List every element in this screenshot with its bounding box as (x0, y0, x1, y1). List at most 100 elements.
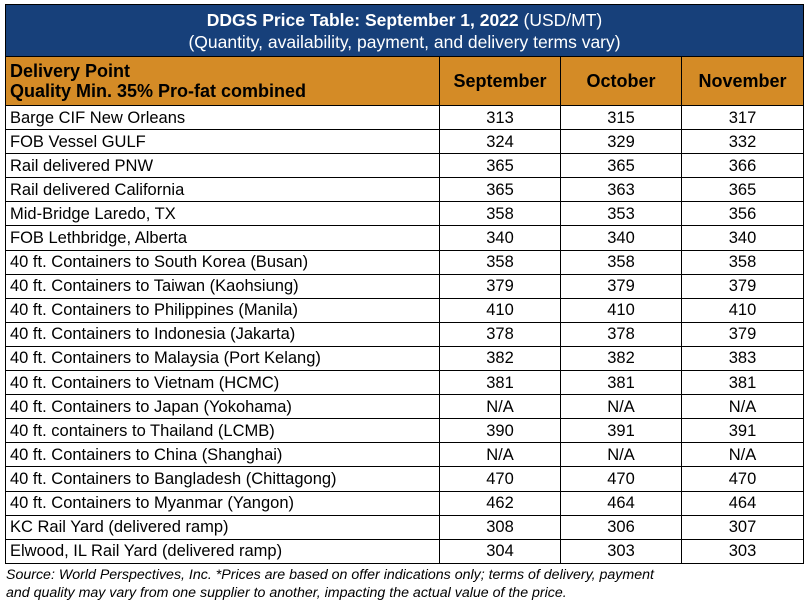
price-cell: 329 (560, 129, 682, 155)
price-cell: 381 (560, 370, 682, 396)
price-cell: 356 (680, 201, 805, 227)
price-cell: 365 (680, 177, 805, 203)
footnote-line: Source: World Perspectives, Inc. *Prices… (6, 567, 654, 583)
table-row: 40 ft. containers to Thailand (LCMB) 390 3… (5, 418, 805, 444)
delivery-location-cell: 40 ft. Containers to Japan (Yokohama) (5, 394, 440, 420)
price-cell: 303 (560, 538, 682, 564)
price-cell: 340 (680, 225, 805, 251)
footnote-line: and quality may vary from one supplier t… (6, 585, 567, 601)
delivery-location-cell: 40 ft. Containers to Philippines (Manila… (5, 297, 440, 323)
delivery-location-cell: 40 ft. Containers to China (Shanghai) (5, 442, 440, 468)
table-row: 40 ft. Containers to South Korea (Busan)… (5, 249, 805, 275)
price-cell: 307 (680, 514, 805, 540)
table-row: Mid-Bridge Laredo, TX 358 353 356 (5, 201, 805, 227)
price-cell: 470 (439, 466, 561, 492)
delivery-location-cell: 40 ft. Containers to Taiwan (Kaohsiung) (5, 273, 440, 299)
price-cell: 470 (560, 466, 682, 492)
table-row: Elwood, IL Rail Yard (delivered ramp) 304… (5, 538, 805, 564)
delivery-point-header: Delivery Point Quality Min. 35% Pro-fat … (5, 56, 440, 106)
price-cell: 353 (560, 201, 682, 227)
price-cell: 462 (439, 490, 561, 516)
delivery-location-cell: Rail delivered California (5, 177, 440, 203)
price-cell: 365 (439, 177, 561, 203)
table-row: 40 ft. Containers to Myanmar (Yangon) 462… (5, 490, 805, 516)
price-cell: 308 (439, 514, 561, 540)
delivery-location-cell: Elwood, IL Rail Yard (delivered ramp) (5, 538, 440, 564)
table-row: 40 ft. Containers to China (Shanghai) N/A… (5, 442, 805, 468)
price-cell: 358 (560, 249, 682, 275)
price-cell: 363 (560, 177, 682, 203)
month-header-september: September (439, 56, 561, 106)
price-cell: N/A (439, 442, 561, 468)
price-cell: N/A (680, 394, 805, 420)
table-subtitle: (Quantity, availability, payment, and de… (188, 31, 621, 52)
price-cell: 306 (560, 514, 682, 540)
price-cell: 358 (680, 249, 805, 275)
table-row: 40 ft. Containers to Bangladesh (Chittag… (5, 466, 805, 492)
delivery-location-cell: 40 ft. Containers to Indonesia (Jakarta) (5, 321, 440, 347)
table-row: KC Rail Yard (delivered ramp) 308 306 307 (5, 514, 805, 540)
price-cell: 358 (439, 249, 561, 275)
source-footnote: Source: World Perspectives, Inc. *Prices… (6, 566, 806, 602)
delivery-location-cell: FOB Vessel GULF (5, 129, 440, 155)
price-cell: 379 (560, 273, 682, 299)
month-header-november: November (680, 56, 805, 106)
delivery-point-label: Delivery Point (10, 61, 131, 81)
price-cell: 470 (680, 466, 805, 492)
price-cell: 383 (680, 345, 805, 372)
title-unit: (USD/MT) (518, 9, 603, 30)
price-cell: 381 (439, 370, 561, 396)
price-cell: N/A (560, 442, 682, 468)
price-cell: 382 (560, 345, 682, 372)
price-cell: 379 (680, 273, 805, 299)
table-row: 40 ft. Containers to Indonesia (Jakarta)… (5, 321, 805, 347)
table-row: Rail delivered California 365 363 365 (5, 177, 805, 203)
price-cell: 464 (680, 490, 805, 516)
price-cell: 332 (680, 129, 805, 155)
table-row: FOB Lethbridge, Alberta 340 340 340 (5, 225, 805, 251)
delivery-location-cell: Mid-Bridge Laredo, TX (5, 201, 440, 227)
price-cell: 464 (560, 490, 682, 516)
delivery-location-cell: 40 ft. Containers to Myanmar (Yangon) (5, 490, 440, 516)
price-cell: 324 (439, 129, 561, 155)
table-row: 40 ft. Containers to Malaysia (Port Kela… (5, 345, 805, 372)
table-row: 40 ft. Containers to Taiwan (Kaohsiung) 3… (5, 273, 805, 299)
price-cell: 410 (439, 297, 561, 323)
price-table-container: DDGS Price Table: September 1, 2022 (USD… (4, 4, 805, 564)
price-cell: 381 (680, 370, 805, 396)
title-bold: DDGS Price Table: September 1, 2022 (206, 9, 519, 30)
price-cell: 315 (560, 104, 682, 131)
price-cell: 365 (439, 153, 561, 179)
price-cell: 410 (680, 297, 805, 323)
price-cell: 304 (439, 538, 561, 564)
price-cell: N/A (439, 394, 561, 420)
delivery-location-cell: 40 ft. Containers to South Korea (Busan) (5, 249, 440, 275)
delivery-location-cell: 40 ft. Containers to Vietnam (HCMC) (5, 370, 440, 396)
price-cell: 317 (680, 104, 805, 131)
table-row: Rail delivered PNW 365 365 366 (5, 153, 805, 179)
delivery-location-cell: 40 ft. containers to Thailand (LCMB) (5, 418, 440, 444)
table-row: Barge CIF New Orleans 313 315 317 (5, 104, 805, 131)
ddgs-price-table: DDGS Price Table: September 1, 2022 (USD… (4, 4, 805, 564)
price-cell: 366 (680, 153, 805, 179)
title-line: DDGS Price Table: September 1, 2022 (USD… (6, 9, 803, 31)
price-cell: 340 (560, 225, 682, 251)
price-cell: 358 (439, 201, 561, 227)
table-row: 40 ft. Containers to Vietnam (HCMC) 381 38… (5, 370, 805, 396)
price-cell: N/A (560, 394, 682, 420)
table-title: DDGS Price Table: September 1, 2022 (USD… (4, 4, 805, 57)
table-body: Barge CIF New Orleans 313 315 317 FOB Vessel… (5, 104, 805, 564)
price-cell: 378 (439, 321, 561, 347)
price-cell: 391 (680, 418, 805, 444)
price-cell: 313 (439, 104, 561, 131)
delivery-location-cell: 40 ft. Containers to Malaysia (Port Kela… (5, 345, 440, 372)
month-header-october: October (560, 56, 682, 106)
price-cell: 379 (680, 321, 805, 347)
delivery-location-cell: Rail delivered PNW (5, 153, 440, 179)
table-row: 40 ft. Containers to Philippines (Manila… (5, 297, 805, 323)
delivery-location-cell: Barge CIF New Orleans (5, 104, 440, 131)
table-row: FOB Vessel GULF 324 329 332 (5, 129, 805, 155)
price-cell: 382 (439, 345, 561, 372)
table-row: 40 ft. Containers to Japan (Yokohama) N/A… (5, 394, 805, 420)
price-cell: 410 (560, 297, 682, 323)
